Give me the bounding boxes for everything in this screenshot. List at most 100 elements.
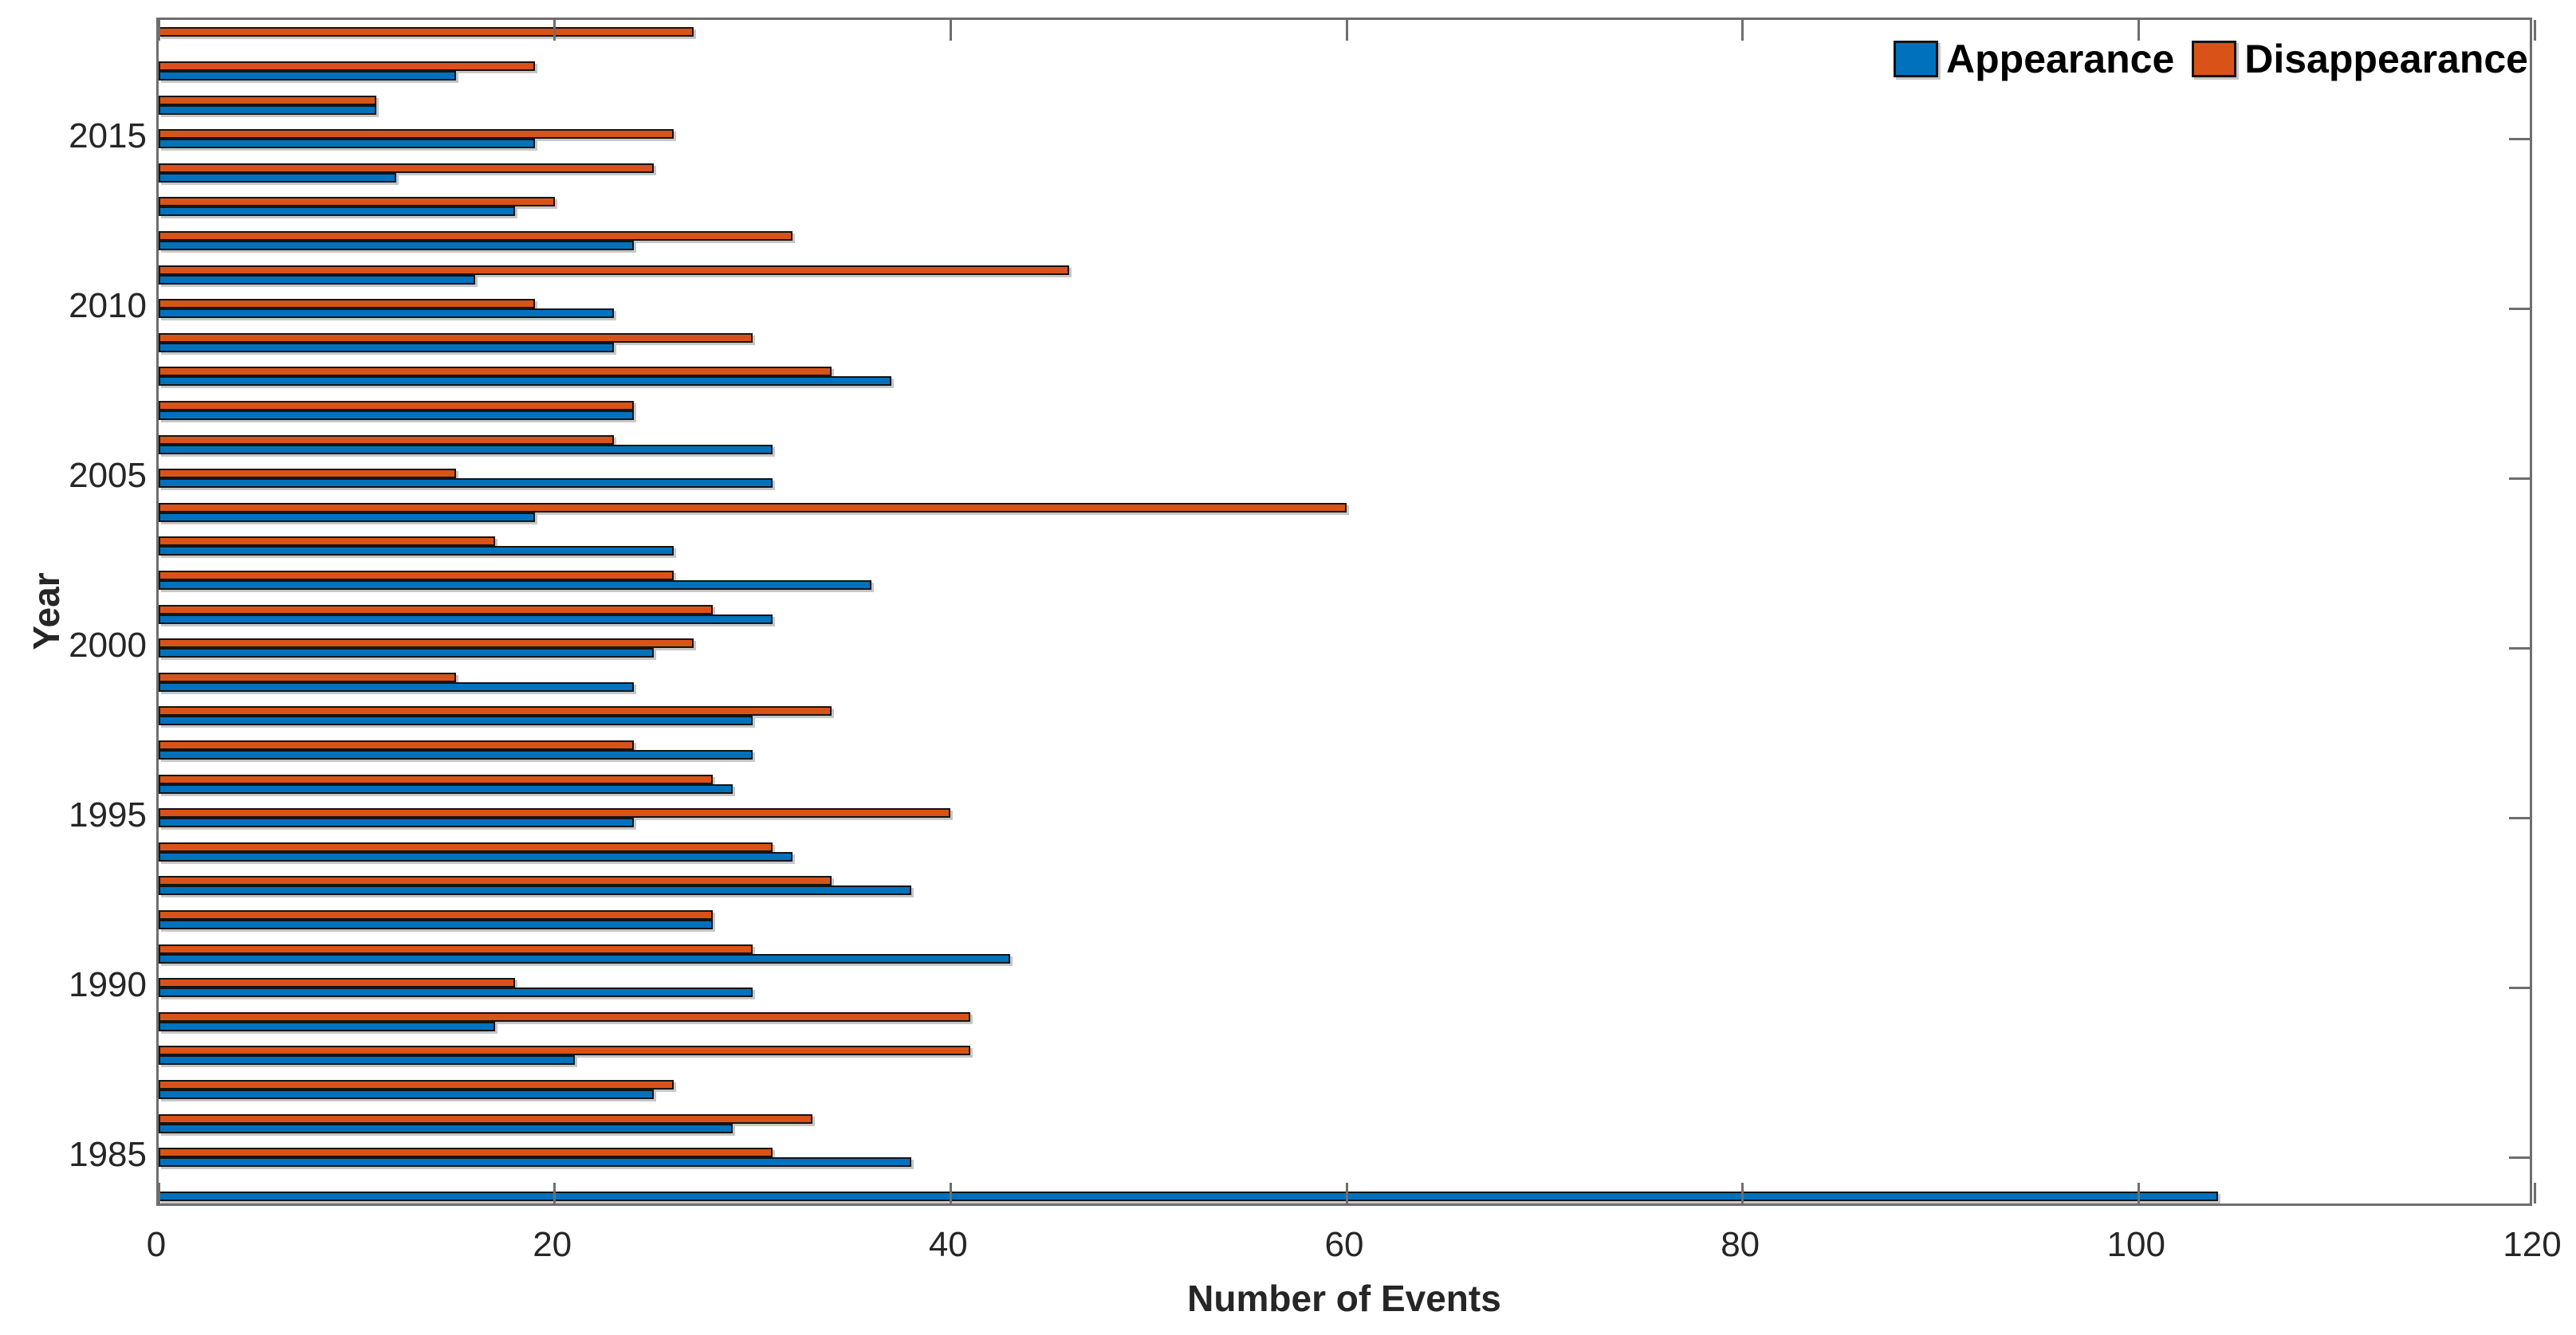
- bar-disappearance-2005: [159, 469, 456, 479]
- x-tick-mark-bottom: [949, 1183, 952, 1203]
- bar-appearance-1990: [159, 988, 753, 998]
- y-tick-label: 1995: [69, 795, 147, 835]
- bar-appearance-1988: [159, 1055, 575, 1066]
- x-tick-mark-top: [157, 20, 160, 41]
- bar-disappearance-2000: [159, 638, 694, 649]
- bar-disappearance-2016: [159, 95, 377, 105]
- x-tick-mark-top: [553, 20, 556, 41]
- x-tick-mark-bottom: [157, 1183, 160, 1203]
- bar-appearance-2010: [159, 308, 615, 319]
- y-tick-label: 2015: [69, 116, 147, 156]
- y-tick-label: 2005: [69, 456, 147, 496]
- bar-appearance-1993: [159, 885, 911, 896]
- bar-disappearance-2001: [159, 604, 714, 614]
- bar-disappearance-1997: [159, 740, 634, 750]
- bar-appearance-2008: [159, 376, 891, 387]
- bar-appearance-1987: [159, 1089, 654, 1099]
- bar-disappearance-2011: [159, 265, 1070, 275]
- x-tick-mark-top: [949, 20, 952, 41]
- legend-entry-disappearance: Disappearance: [2192, 39, 2528, 79]
- bar-appearance-2012: [159, 240, 634, 250]
- y-tick-mark-right: [2509, 307, 2530, 310]
- y-tick-mark-right: [2509, 646, 2530, 650]
- x-tick-label: 40: [928, 1225, 968, 1264]
- bar-disappearance-2007: [159, 400, 634, 410]
- legend: Appearance Disappearance: [1894, 39, 2528, 79]
- bar-appearance-2009: [159, 342, 615, 352]
- bar-disappearance-2018: [159, 27, 694, 37]
- bar-disappearance-2002: [159, 570, 674, 580]
- bar-appearance-2015: [159, 139, 535, 149]
- bar-appearance-1992: [159, 919, 714, 929]
- legend-label-appearance: Appearance: [1946, 37, 2175, 81]
- x-tick-label: 0: [146, 1225, 167, 1264]
- bar-disappearance-1994: [159, 842, 773, 852]
- y-tick-mark-right: [2509, 1156, 2530, 1159]
- bar-disappearance-2014: [159, 163, 654, 173]
- bar-appearance-2001: [159, 614, 773, 624]
- bar-disappearance-1998: [159, 706, 832, 717]
- bar-disappearance-2004: [159, 502, 1347, 512]
- bar-appearance-1984: [159, 1191, 2218, 1201]
- legend-label-disappearance: Disappearance: [2244, 37, 2528, 81]
- bar-disappearance-1990: [159, 978, 515, 988]
- x-axis-title: Number of Events: [1187, 1278, 1501, 1319]
- bar-appearance-1994: [159, 851, 792, 862]
- x-tick-mark-bottom: [1741, 1183, 1744, 1203]
- bar-appearance-2016: [159, 104, 377, 115]
- bar-appearance-1989: [159, 1021, 496, 1031]
- bar-disappearance-2015: [159, 129, 674, 139]
- x-tick-label: 20: [533, 1225, 572, 1264]
- bar-appearance-1999: [159, 681, 634, 692]
- x-tick-mark-bottom: [2533, 1183, 2536, 1203]
- y-axis-title: Year: [26, 572, 67, 650]
- bar-disappearance-2009: [159, 332, 753, 343]
- bar-appearance-2013: [159, 206, 515, 217]
- bar-appearance-2003: [159, 546, 674, 556]
- bar-appearance-2000: [159, 648, 654, 658]
- bar-disappearance-1999: [159, 672, 456, 682]
- bar-appearance-2017: [159, 70, 456, 80]
- appearance-swatch-icon: [1894, 41, 1939, 77]
- x-tick-mark-top: [1741, 20, 1744, 41]
- x-tick-mark-bottom: [1345, 1183, 1348, 1203]
- bar-appearance-2006: [159, 444, 773, 454]
- plot-area: Appearance Disappearance: [156, 18, 2536, 1206]
- bar-disappearance-1992: [159, 909, 714, 920]
- bar-appearance-1986: [159, 1123, 733, 1133]
- x-tick-mark-top: [2137, 20, 2140, 41]
- bar-appearance-1995: [159, 818, 634, 828]
- bar-disappearance-2010: [159, 299, 535, 309]
- x-tick-label: 80: [1721, 1225, 1760, 1264]
- bar-appearance-2011: [159, 274, 476, 285]
- x-tick-mark-bottom: [553, 1183, 556, 1203]
- bar-disappearance-1991: [159, 944, 753, 954]
- bar-disappearance-2003: [159, 536, 496, 547]
- bar-disappearance-2017: [159, 61, 535, 71]
- bar-appearance-1991: [159, 953, 1010, 964]
- bar-appearance-1998: [159, 716, 753, 726]
- y-tick-mark-right: [2509, 137, 2530, 140]
- x-tick-label: 120: [2503, 1225, 2562, 1264]
- bar-appearance-1996: [159, 783, 733, 794]
- bar-disappearance-1993: [159, 876, 832, 886]
- bar-appearance-2004: [159, 512, 535, 522]
- bar-disappearance-2008: [159, 367, 832, 377]
- x-tick-mark-top: [2533, 20, 2536, 41]
- y-tick-label: 2010: [69, 286, 147, 326]
- y-tick-label: 2000: [69, 626, 147, 666]
- bar-appearance-2005: [159, 478, 773, 489]
- x-tick-label: 100: [2106, 1225, 2166, 1264]
- y-tick-label: 1985: [69, 1135, 147, 1175]
- bar-disappearance-1995: [159, 808, 951, 819]
- disappearance-swatch-icon: [2192, 41, 2237, 77]
- bar-appearance-2007: [159, 410, 634, 420]
- bar-appearance-1997: [159, 749, 753, 760]
- x-tick-mark-bottom: [2137, 1183, 2140, 1203]
- y-tick-mark-right: [2509, 816, 2530, 819]
- bar-disappearance-1987: [159, 1079, 674, 1090]
- bar-disappearance-1988: [159, 1046, 971, 1056]
- bar-disappearance-2006: [159, 434, 615, 445]
- bar-appearance-2014: [159, 172, 396, 183]
